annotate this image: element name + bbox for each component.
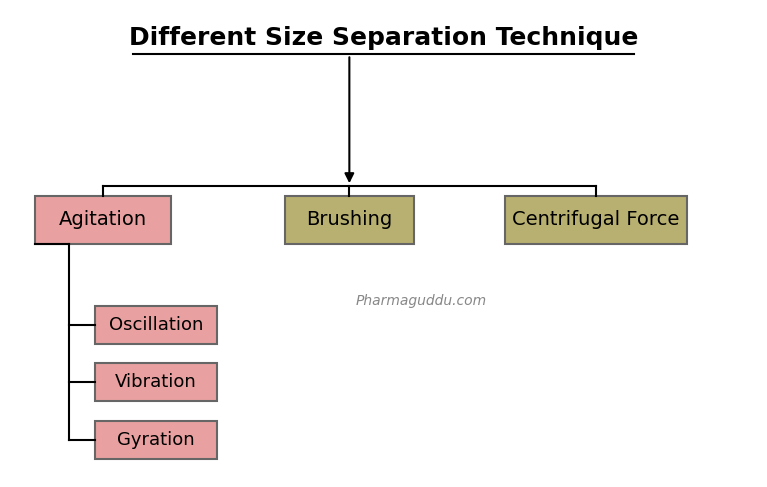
FancyBboxPatch shape xyxy=(285,196,414,244)
Text: Vibration: Vibration xyxy=(115,374,197,392)
FancyBboxPatch shape xyxy=(95,306,216,344)
Text: Gyration: Gyration xyxy=(117,431,195,449)
Text: Brushing: Brushing xyxy=(306,210,393,229)
Text: Centrifugal Force: Centrifugal Force xyxy=(512,210,680,229)
Text: Different Size Separation Technique: Different Size Separation Technique xyxy=(129,26,638,50)
Text: Oscillation: Oscillation xyxy=(109,316,203,334)
FancyBboxPatch shape xyxy=(505,196,687,244)
FancyBboxPatch shape xyxy=(95,363,216,401)
FancyBboxPatch shape xyxy=(35,196,171,244)
Text: Agitation: Agitation xyxy=(59,210,146,229)
Text: Pharmaguddu.com: Pharmaguddu.com xyxy=(356,294,487,308)
FancyBboxPatch shape xyxy=(95,421,216,459)
